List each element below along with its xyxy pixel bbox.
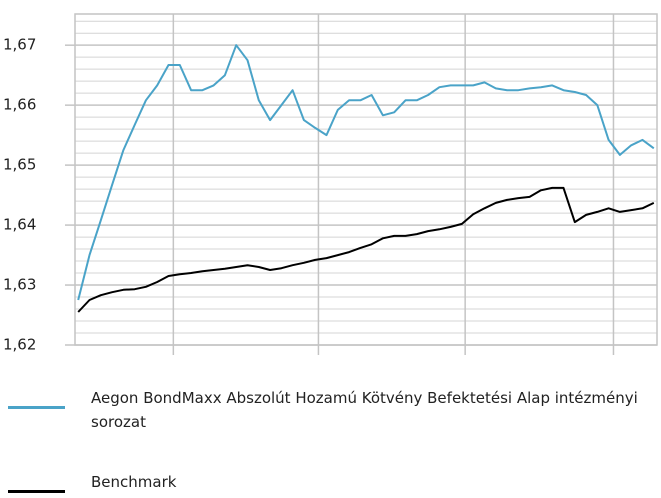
plot-frame xyxy=(74,13,658,346)
legend-item: Aegon BondMaxx Abszolút Hozamú Kötvény B… xyxy=(8,386,658,434)
legend-swatch xyxy=(8,490,65,493)
series-line xyxy=(77,186,655,313)
y-tick-label: 1,64 xyxy=(3,216,36,234)
y-tick-label: 1,62 xyxy=(3,336,36,354)
y-tick-label: 1,63 xyxy=(3,276,36,294)
chart: 1,621,631,641,651,661,672021.01.01.2021.… xyxy=(3,13,658,355)
legend-label: Benchmark xyxy=(91,473,177,491)
series-line xyxy=(77,44,655,301)
legend-item: Benchmark xyxy=(8,470,658,494)
y-tick-label: 1,66 xyxy=(3,96,36,114)
legend-swatch xyxy=(8,406,65,409)
y-tick-label: 1,67 xyxy=(3,36,36,54)
y-tick-label: 1,65 xyxy=(3,156,36,174)
legend-label: Aegon BondMaxx Abszolút Hozamú Kötvény B… xyxy=(91,389,638,431)
